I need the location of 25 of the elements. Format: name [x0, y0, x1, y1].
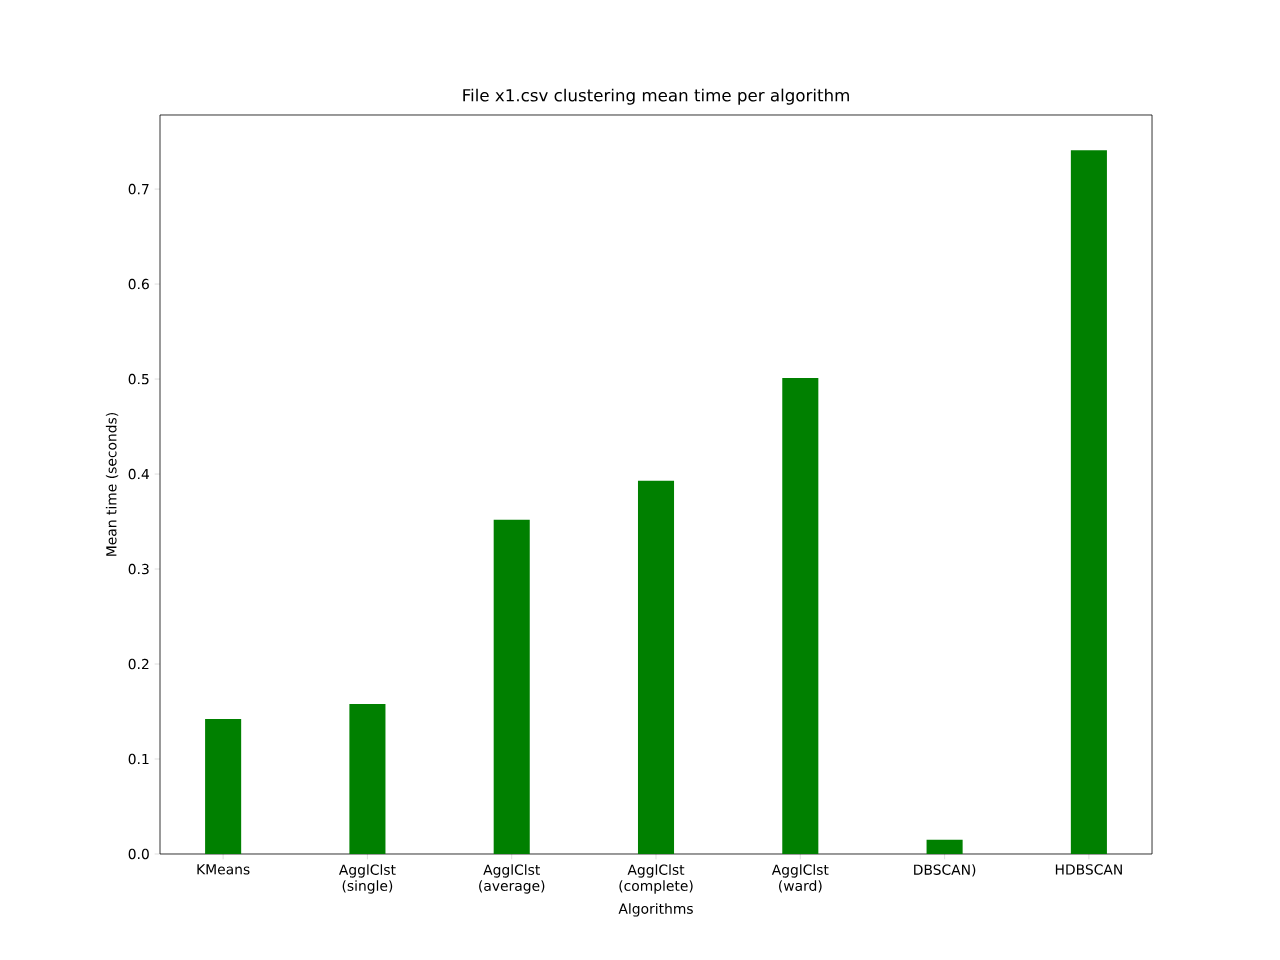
- bar: [782, 378, 819, 854]
- y-tick-label: 0.6: [128, 278, 149, 290]
- x-tick-label: AgglClst (average): [479, 864, 545, 894]
- bar: [493, 519, 530, 854]
- y-axis-title: Mean time (seconds): [105, 412, 119, 556]
- y-tick-label: 0.2: [128, 658, 149, 670]
- bar: [205, 719, 242, 854]
- x-tick-label: DBSCAN): [914, 864, 976, 877]
- x-tick-label: AgglClst (ward): [771, 864, 829, 893]
- y-tick-label: 0.0: [128, 848, 149, 860]
- y-tick-label: 0.1: [128, 753, 149, 765]
- x-axis-title: Algorithms: [618, 903, 693, 917]
- x-tick-label: HDBSCAN: [1055, 864, 1122, 875]
- x-tick-label: AgglClst (single): [338, 864, 396, 894]
- y-tick-label: 0.5: [128, 373, 149, 385]
- bar: [637, 480, 675, 854]
- x-tick-label: KMeans: [197, 864, 250, 875]
- bar: [349, 703, 386, 854]
- x-tick-label: AgglClst (complete): [619, 864, 693, 894]
- y-tick-label: 0.3: [128, 563, 149, 575]
- bar: [1070, 150, 1107, 854]
- y-tick-label: 0.7: [128, 183, 149, 195]
- y-tick-label: 0.4: [128, 468, 150, 480]
- chart-title: File x1.csv clustering mean time per algorithm: [463, 88, 849, 105]
- bar: [926, 839, 963, 854]
